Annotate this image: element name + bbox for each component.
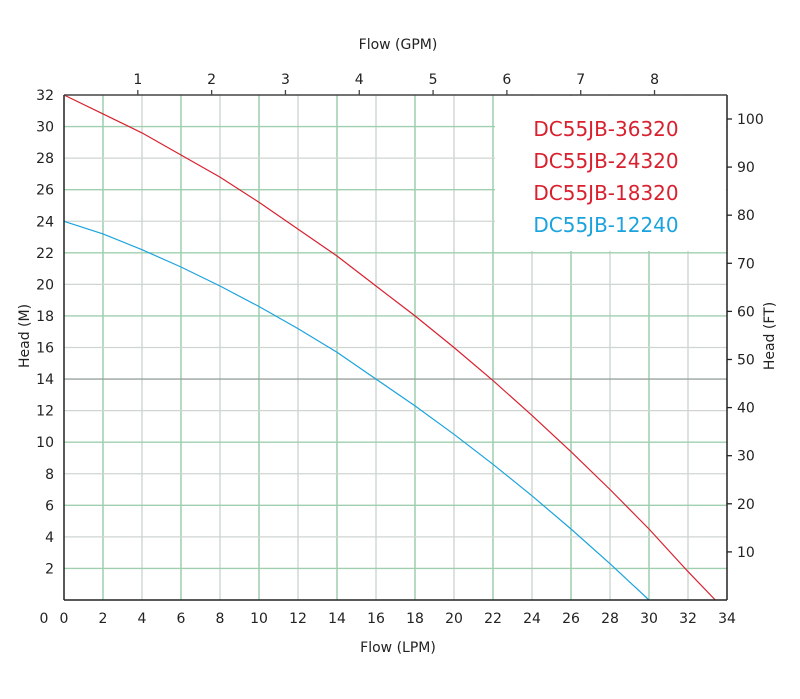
y-left-tick-label: 12 [36, 404, 54, 420]
origin-label: 0 [40, 611, 49, 627]
x-tick-label: 12 [289, 611, 307, 627]
y-left-tick-label: 18 [36, 309, 54, 325]
y-right-tick-label: 50 [737, 352, 755, 368]
legend: DC55JB-36320 DC55JB-24320 DC55JB-18320 DC55… [533, 117, 678, 237]
x-tick-label: 20 [445, 611, 463, 627]
y-right-tick-label: 20 [737, 497, 755, 513]
y-left-tick-label: 16 [36, 341, 54, 357]
x-top-tick-label: 3 [281, 72, 290, 88]
x-tick-label: 32 [679, 611, 697, 627]
series-line-0 [63, 94, 716, 601]
x-tick-label: 10 [250, 611, 268, 627]
series-line-1 [63, 220, 650, 601]
x-top-tick-label: 7 [576, 72, 585, 88]
y-left-tick-label: 8 [45, 467, 54, 483]
x-tick-label: 4 [138, 611, 147, 627]
x-top-tick-label: 6 [502, 72, 511, 88]
y-left-tick-label: 14 [36, 372, 54, 388]
legend-entry: DC55JB-36320 [533, 117, 678, 141]
y-right-tick-label: 60 [737, 304, 755, 320]
axes: 0 2 4 6 8 10 12 14 16 18 20 22 24 26 28 30 32 34246810121… [36, 72, 764, 627]
x-tick-label: 0 [60, 611, 69, 627]
x-bottom-axis-title: Flow (LPM) [360, 640, 436, 656]
y-left-axis-title: Head (M) [17, 304, 33, 368]
y-right-tick-label: 40 [737, 401, 755, 417]
y-left-tick-label: 6 [45, 498, 54, 514]
x-tick-label: 26 [562, 611, 580, 627]
legend-background [495, 96, 726, 251]
x-tick-label: 24 [523, 611, 541, 627]
legend-entry: DC55JB-18320 [533, 181, 678, 205]
y-right-tick-label: 70 [737, 256, 755, 272]
x-top-tick-label: 1 [133, 72, 142, 88]
x-tick-label: 30 [640, 611, 658, 627]
x-tick-label: 6 [177, 611, 186, 627]
y-left-tick-label: 32 [36, 88, 54, 104]
x-top-tick-label: 2 [207, 72, 216, 88]
y-left-tick-label: 2 [45, 561, 54, 577]
series-lines [63, 94, 716, 601]
y-right-tick-label: 80 [737, 208, 755, 224]
y-left-tick-label: 28 [36, 151, 54, 167]
x-tick-label: 34 [718, 611, 736, 627]
x-tick-label: 28 [601, 611, 619, 627]
y-left-tick-label: 10 [36, 435, 54, 451]
x-tick-label: 14 [328, 611, 346, 627]
y-left-tick-label: 24 [36, 214, 54, 230]
x-tick-label: 18 [406, 611, 424, 627]
y-right-tick-label: 30 [737, 449, 755, 465]
y-right-tick-label: 100 [737, 112, 764, 128]
x-tick-label: 16 [367, 611, 385, 627]
y-left-tick-label: 4 [45, 530, 54, 546]
x-top-tick-label: 5 [429, 72, 438, 88]
y-right-axis-title: Head (FT) [762, 302, 778, 370]
y-right-tick-label: 10 [737, 545, 755, 561]
x-tick-label: 2 [99, 611, 108, 627]
y-left-tick-label: 20 [36, 277, 54, 293]
x-tick-label: 22 [484, 611, 502, 627]
x-tick-label: 8 [216, 611, 225, 627]
x-top-tick-label: 8 [650, 72, 659, 88]
y-left-tick-label: 26 [36, 183, 54, 199]
y-right-tick-label: 90 [737, 160, 755, 176]
y-left-tick-label: 30 [36, 120, 54, 136]
legend-entry: DC55JB-12240 [533, 213, 678, 237]
x-top-tick-label: 4 [355, 72, 364, 88]
x-top-axis-title: Flow (GPM) [359, 37, 438, 53]
y-left-tick-label: 22 [36, 246, 54, 262]
legend-entry: DC55JB-24320 [533, 149, 678, 173]
